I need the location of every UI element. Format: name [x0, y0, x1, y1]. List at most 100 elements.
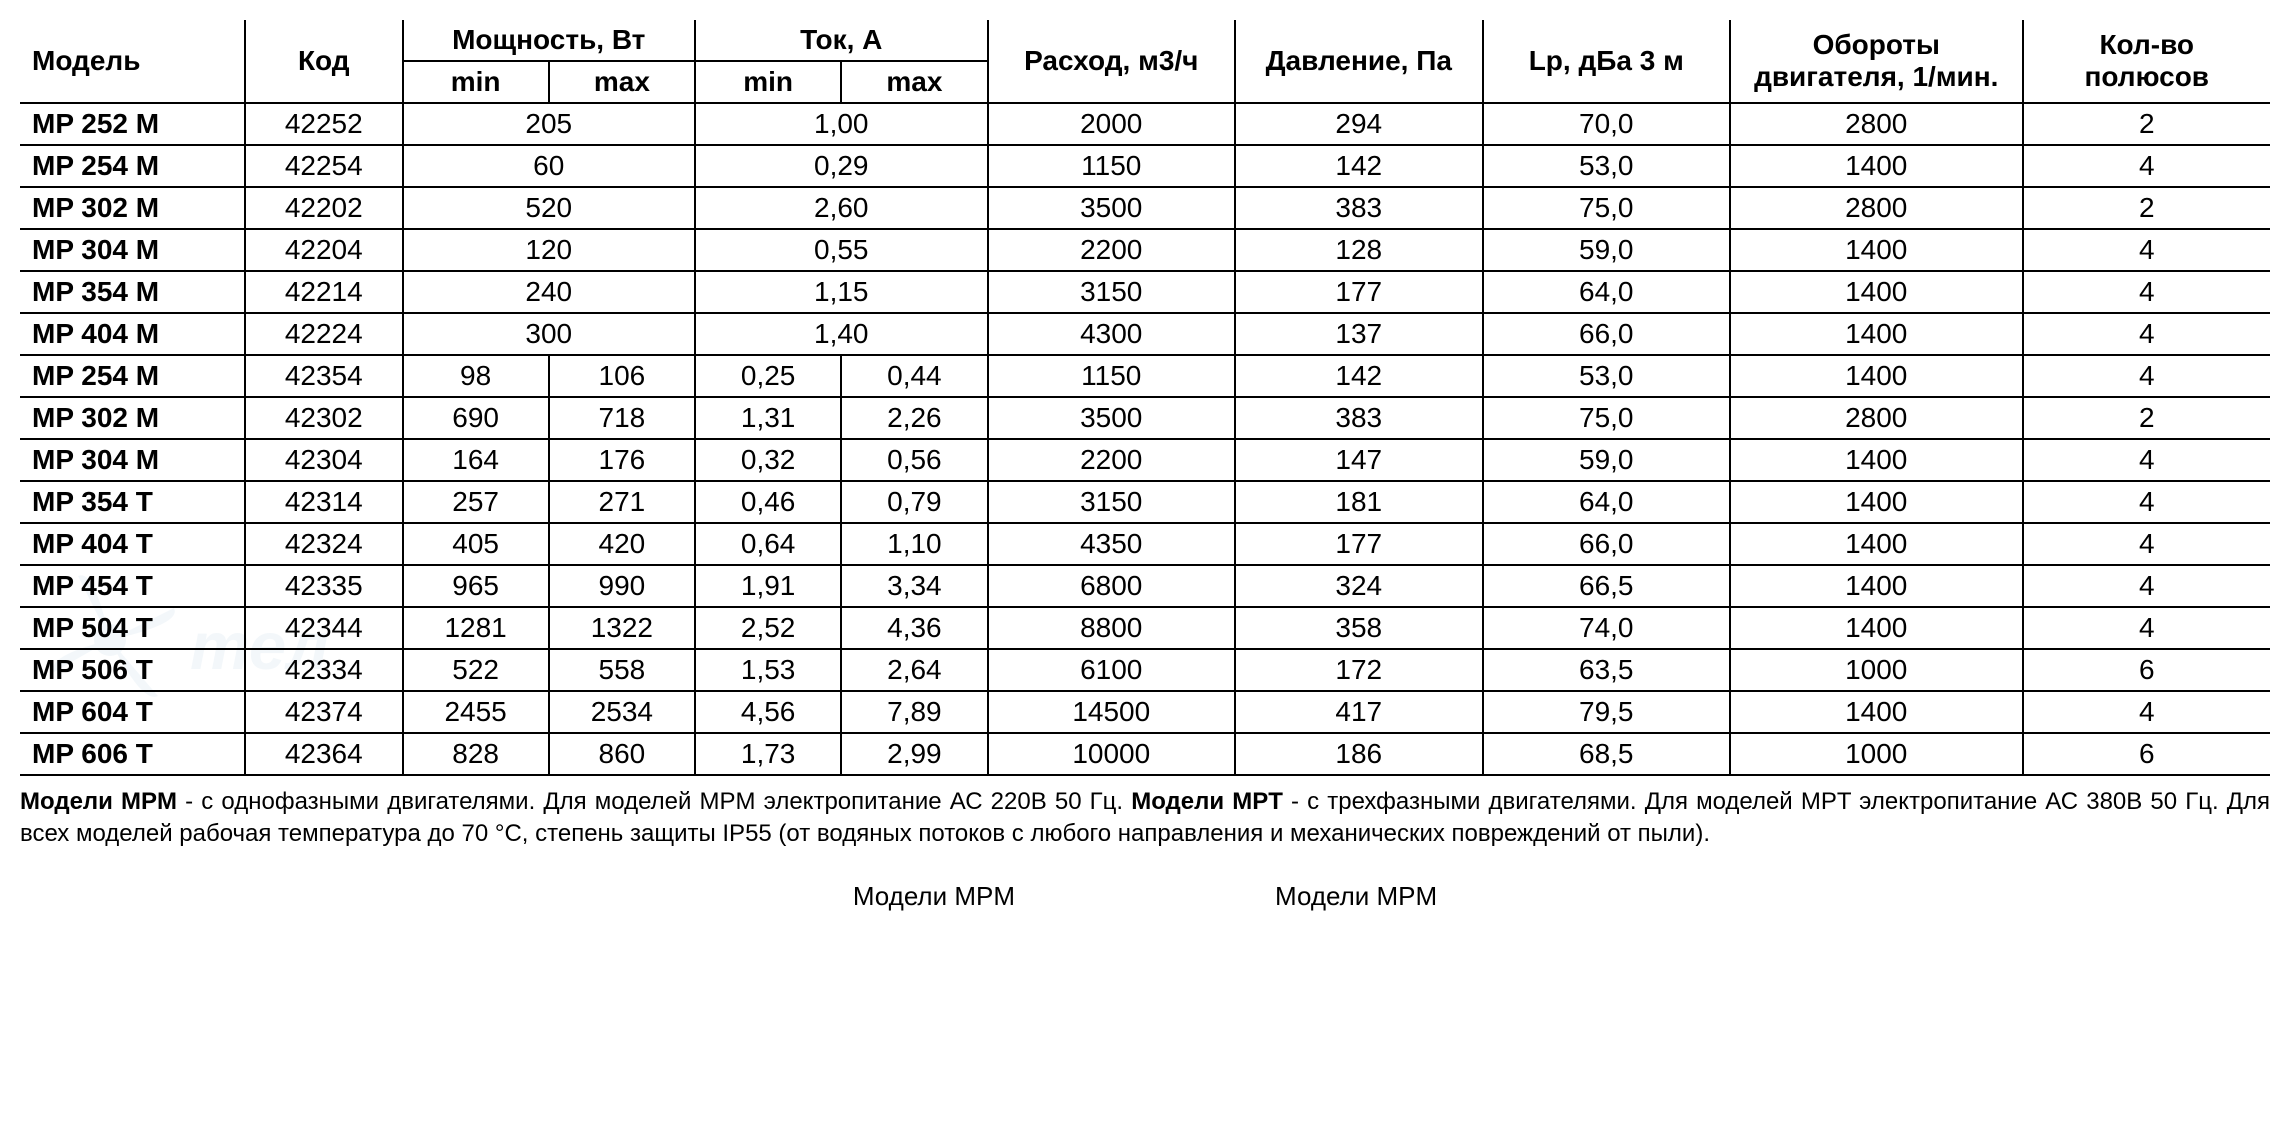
header-flow: Расход, м3/ч [988, 20, 1236, 103]
cell-current-max: 2,26 [841, 397, 987, 439]
cell-rpm: 1400 [1730, 355, 2023, 397]
table-row: MP 354 T423142572710,460,79315018164,014… [20, 481, 2270, 523]
table-row: MP 404 T423244054200,641,10435017766,014… [20, 523, 2270, 565]
cell-current-min: 2,52 [695, 607, 841, 649]
header-rpm: Обороты двигателя, 1/мин. [1730, 20, 2023, 103]
cell-pressure: 324 [1235, 565, 1483, 607]
cell-lp: 68,5 [1483, 733, 1731, 775]
cell-power-max: 718 [549, 397, 695, 439]
cell-model: MP 252 M [20, 103, 245, 145]
table-row: MP 604 T42374245525344,567,891450041779,… [20, 691, 2270, 733]
cell-poles: 4 [2023, 439, 2271, 481]
header-current-min: min [695, 61, 841, 103]
table-row: MP 302 M423026907181,312,26350038375,028… [20, 397, 2270, 439]
cell-flow: 1150 [988, 145, 1236, 187]
cell-model: MP 606 T [20, 733, 245, 775]
cell-flow: 4300 [988, 313, 1236, 355]
cell-model: MP 404 T [20, 523, 245, 565]
cell-code: 42202 [245, 187, 403, 229]
cell-pressure: 177 [1235, 523, 1483, 565]
cell-code: 42214 [245, 271, 403, 313]
header-code: Код [245, 20, 403, 103]
cell-current-min: 4,56 [695, 691, 841, 733]
cell-power-min: 522 [403, 649, 549, 691]
cell-model: MP 404 M [20, 313, 245, 355]
table-body: MP 252 M422522051,00200029470,028002MP 2… [20, 103, 2270, 775]
cell-lp: 66,0 [1483, 523, 1731, 565]
cell-code: 42302 [245, 397, 403, 439]
cell-model: MP 454 T [20, 565, 245, 607]
cell-lp: 64,0 [1483, 271, 1731, 313]
table-row: MP 606 T423648288601,732,991000018668,51… [20, 733, 2270, 775]
cell-model: MP 604 T [20, 691, 245, 733]
below-label-left: Модели MPM [853, 881, 1015, 912]
cell-current-max: 2,64 [841, 649, 987, 691]
cell-rpm: 1000 [1730, 733, 2023, 775]
footnote-bold-2: Модели MPT [1131, 788, 1283, 815]
cell-rpm: 2800 [1730, 103, 2023, 145]
footnote-bold-1: Модели MPM [20, 788, 177, 815]
below-labels: Модели MPM Модели MPM [20, 881, 2270, 912]
footnote: Модели MPM - с однофазными двигателями. … [20, 786, 2270, 851]
table-row: MP 252 M422522051,00200029470,028002 [20, 103, 2270, 145]
cell-power-min: 257 [403, 481, 549, 523]
cell-lp: 70,0 [1483, 103, 1731, 145]
cell-current: 1,00 [695, 103, 988, 145]
cell-poles: 4 [2023, 271, 2271, 313]
cell-power-min: 1281 [403, 607, 549, 649]
cell-power-max: 420 [549, 523, 695, 565]
cell-current-min: 1,73 [695, 733, 841, 775]
header-power: Мощность, Вт [403, 20, 696, 61]
table-row: MP 254 M42354981060,250,44115014253,0140… [20, 355, 2270, 397]
cell-lp: 64,0 [1483, 481, 1731, 523]
cell-current-min: 1,91 [695, 565, 841, 607]
cell-pressure: 142 [1235, 355, 1483, 397]
cell-current-min: 0,64 [695, 523, 841, 565]
cell-code: 42344 [245, 607, 403, 649]
cell-current-min: 1,31 [695, 397, 841, 439]
cell-current-max: 3,34 [841, 565, 987, 607]
cell-lp: 53,0 [1483, 145, 1731, 187]
table-row: MP 504 T42344128113222,524,36880035874,0… [20, 607, 2270, 649]
cell-code: 42364 [245, 733, 403, 775]
cell-code: 42334 [245, 649, 403, 691]
cell-flow: 2200 [988, 229, 1236, 271]
cell-poles: 4 [2023, 691, 2271, 733]
cell-current-max: 2,99 [841, 733, 987, 775]
cell-poles: 4 [2023, 229, 2271, 271]
cell-flow: 3500 [988, 187, 1236, 229]
cell-flow: 6100 [988, 649, 1236, 691]
cell-flow: 4350 [988, 523, 1236, 565]
cell-power-max: 860 [549, 733, 695, 775]
cell-poles: 4 [2023, 607, 2271, 649]
cell-power-min: 405 [403, 523, 549, 565]
cell-pressure: 294 [1235, 103, 1483, 145]
cell-power: 520 [403, 187, 696, 229]
header-model: Модель [20, 20, 245, 103]
cell-pressure: 172 [1235, 649, 1483, 691]
cell-flow: 6800 [988, 565, 1236, 607]
cell-power: 205 [403, 103, 696, 145]
below-label-right: Модели MPM [1275, 881, 1437, 912]
cell-pressure: 128 [1235, 229, 1483, 271]
cell-model: MP 254 M [20, 355, 245, 397]
spec-table: Модель Код Мощность, Вт Ток, А Расход, м… [20, 20, 2270, 776]
cell-model: MP 506 T [20, 649, 245, 691]
cell-pressure: 383 [1235, 187, 1483, 229]
cell-rpm: 1400 [1730, 439, 2023, 481]
cell-power: 120 [403, 229, 696, 271]
cell-code: 42314 [245, 481, 403, 523]
header-power-min: min [403, 61, 549, 103]
cell-model: MP 504 T [20, 607, 245, 649]
cell-poles: 2 [2023, 397, 2271, 439]
cell-current-min: 0,25 [695, 355, 841, 397]
cell-power-min: 965 [403, 565, 549, 607]
cell-code: 42324 [245, 523, 403, 565]
cell-poles: 4 [2023, 565, 2271, 607]
cell-power: 60 [403, 145, 696, 187]
cell-code: 42254 [245, 145, 403, 187]
cell-power-min: 828 [403, 733, 549, 775]
cell-flow: 10000 [988, 733, 1236, 775]
cell-power-max: 990 [549, 565, 695, 607]
cell-poles: 4 [2023, 355, 2271, 397]
